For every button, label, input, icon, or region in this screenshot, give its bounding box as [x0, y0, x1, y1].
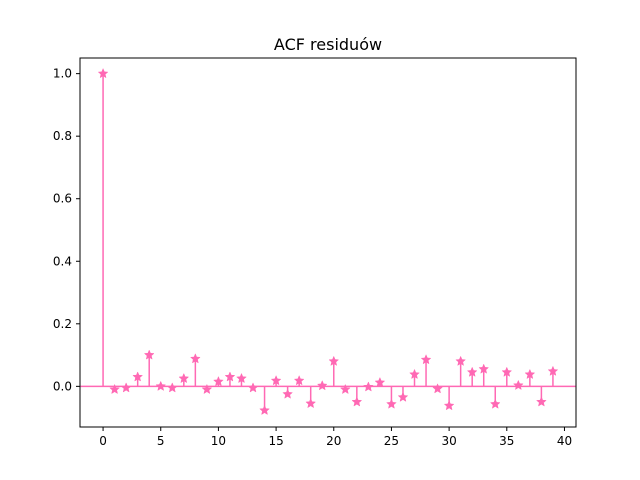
stem-marker-lag-30: [443, 400, 455, 411]
stem-marker-lag-31: [455, 355, 467, 366]
stem-marker-lag-17: [293, 375, 305, 386]
x-tick-label: 30: [441, 434, 456, 448]
chart-title: ACF residuów: [274, 35, 382, 54]
stem-marker-lag-8: [189, 353, 201, 364]
stem-marker-lag-1: [109, 383, 120, 395]
stem-marker-lag-16: [282, 388, 293, 399]
stem-marker-lag-37: [524, 368, 536, 380]
stem-marker-lag-20: [328, 355, 340, 366]
stem-marker-lag-19: [316, 380, 328, 391]
y-tick-label: 0.8: [53, 129, 72, 143]
x-tick-label: 5: [157, 434, 165, 448]
stem-marker-lag-28: [420, 354, 432, 365]
x-tick-label: 10: [211, 434, 226, 448]
x-tick-label: 0: [99, 434, 107, 448]
x-tick-label: 25: [384, 434, 399, 448]
x-tick-label: 40: [557, 434, 572, 448]
stem-marker-lag-7: [178, 372, 190, 384]
y-tick-label: 0.0: [53, 379, 72, 393]
stem-marker-lag-9: [201, 383, 213, 395]
stem-marker-lag-23: [363, 381, 374, 392]
stem-marker-lag-34: [489, 398, 501, 409]
stem-marker-lag-27: [409, 368, 420, 380]
stem-marker-lag-2: [120, 382, 132, 393]
stem-marker-lag-5: [155, 380, 167, 391]
x-tick-label: 20: [326, 434, 341, 448]
x-tick-label: 15: [268, 434, 283, 448]
y-tick-label: 0.2: [53, 317, 72, 331]
stem-marker-lag-3: [132, 371, 144, 382]
stem-marker-lag-35: [501, 366, 513, 377]
y-axis: 0.0 0.2 0.4 0.6 0.8 1.0: [53, 67, 80, 393]
plot-area: [80, 67, 576, 415]
axes-frame: [79, 57, 577, 428]
y-tick-label: 1.0: [53, 67, 72, 81]
stem-marker-lag-26: [397, 391, 409, 402]
x-axis: 0 5 10 15 20 25 30 35 40: [99, 427, 572, 448]
stem-marker-lag-10: [213, 376, 224, 387]
stem-marker-lag-36: [512, 379, 524, 390]
stem-marker-lag-13: [247, 382, 259, 393]
stem-marker-lag-33: [478, 363, 490, 374]
y-tick-label: 0.4: [53, 254, 72, 268]
stem-marker-lag-0: [97, 67, 109, 79]
stem-marker-lag-12: [236, 372, 247, 384]
stem-marker-lag-38: [536, 396, 547, 407]
stem-marker-lag-11: [224, 371, 236, 382]
stem-marker-lag-32: [466, 366, 478, 377]
y-tick-label: 0.6: [53, 192, 72, 206]
x-tick-label: 35: [499, 434, 514, 448]
stem-marker-lag-21: [339, 383, 351, 395]
stem-marker-lag-39: [547, 365, 559, 376]
stem-marker-lag-14: [259, 404, 270, 415]
stem-marker-lag-24: [374, 376, 386, 388]
stem-marker-lag-15: [270, 375, 282, 386]
stem-marker-lag-25: [386, 398, 397, 409]
stem-marker-lag-22: [351, 396, 363, 407]
stem-marker-lag-4: [143, 349, 155, 360]
stem-marker-lag-6: [166, 382, 178, 393]
stem-marker-lag-18: [305, 397, 317, 409]
stem-marker-lag-29: [432, 383, 443, 394]
